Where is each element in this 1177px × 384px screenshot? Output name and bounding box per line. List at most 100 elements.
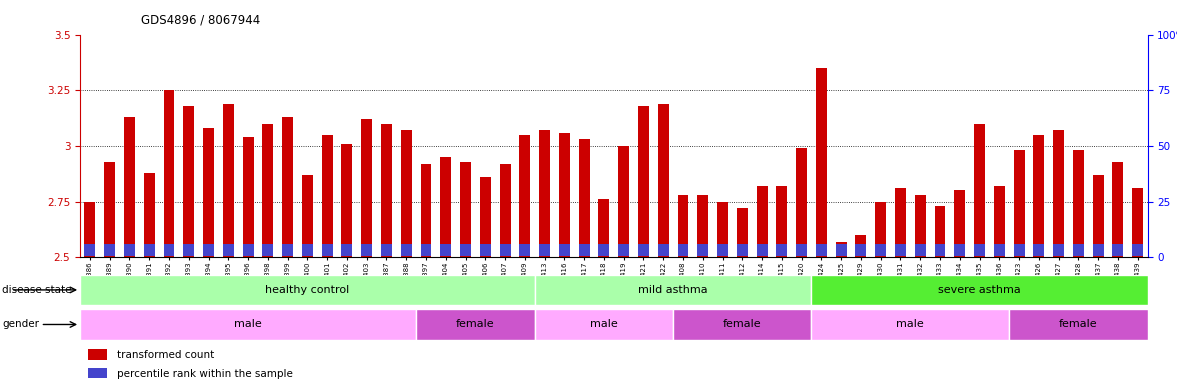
Bar <box>321 244 333 256</box>
Bar <box>88 349 107 360</box>
Bar <box>816 68 826 257</box>
Bar <box>598 199 610 257</box>
Bar <box>381 244 392 256</box>
Bar <box>717 244 727 256</box>
Bar <box>618 244 630 256</box>
Bar <box>1073 244 1084 256</box>
Bar <box>1053 130 1064 257</box>
Bar <box>658 104 669 257</box>
Bar <box>737 208 747 257</box>
Text: gender: gender <box>2 319 39 329</box>
Bar <box>895 188 906 257</box>
Bar <box>480 244 491 256</box>
Bar <box>1132 188 1143 257</box>
Bar <box>1013 244 1024 256</box>
Bar <box>519 244 531 256</box>
Bar <box>204 244 214 256</box>
Bar <box>811 275 1148 305</box>
Bar <box>876 202 886 257</box>
Bar <box>302 244 313 256</box>
Bar <box>816 244 826 256</box>
Bar <box>1033 135 1044 257</box>
Bar <box>559 244 570 256</box>
Bar <box>579 244 590 256</box>
Text: male: male <box>234 319 262 329</box>
Text: healthy control: healthy control <box>265 285 350 295</box>
Bar <box>856 235 866 257</box>
Bar <box>697 244 709 256</box>
Bar <box>440 157 451 257</box>
Bar <box>975 124 985 257</box>
Bar <box>796 244 807 256</box>
Text: GDS4896 / 8067944: GDS4896 / 8067944 <box>141 13 260 26</box>
Bar <box>144 173 154 257</box>
Text: percentile rank within the sample: percentile rank within the sample <box>118 369 293 379</box>
Bar <box>895 244 906 256</box>
Bar <box>1073 151 1084 257</box>
Bar <box>262 244 273 256</box>
Bar <box>975 244 985 256</box>
Bar <box>618 146 630 257</box>
Bar <box>638 244 649 256</box>
Bar <box>673 309 811 340</box>
Bar <box>836 244 846 256</box>
Bar <box>717 202 727 257</box>
Bar <box>420 244 432 256</box>
Bar <box>836 242 846 257</box>
Bar <box>440 244 451 256</box>
Bar <box>222 244 234 256</box>
Bar <box>993 186 1005 257</box>
Bar <box>164 244 174 256</box>
Bar <box>401 244 412 256</box>
Bar <box>282 117 293 257</box>
Bar <box>1092 244 1104 256</box>
Bar <box>417 309 534 340</box>
Bar <box>341 144 352 257</box>
Bar <box>1132 244 1143 256</box>
Bar <box>1112 162 1123 257</box>
Bar <box>519 135 531 257</box>
Bar <box>796 148 807 257</box>
Bar <box>1013 151 1024 257</box>
Bar <box>420 164 432 257</box>
Bar <box>105 244 115 256</box>
Bar <box>500 164 511 257</box>
Bar <box>737 244 747 256</box>
Bar <box>559 132 570 257</box>
Bar <box>144 244 154 256</box>
Bar <box>460 162 471 257</box>
Bar <box>638 106 649 257</box>
Bar <box>534 275 811 305</box>
Bar <box>579 139 590 257</box>
Bar <box>915 244 925 256</box>
Bar <box>242 244 253 256</box>
Bar <box>105 162 115 257</box>
Bar <box>856 244 866 256</box>
Bar <box>534 309 673 340</box>
Bar <box>124 244 135 256</box>
Bar <box>658 244 669 256</box>
Bar <box>480 177 491 257</box>
Bar <box>915 195 925 257</box>
Bar <box>757 186 767 257</box>
Bar <box>811 309 1009 340</box>
Bar <box>598 244 610 256</box>
Bar <box>204 128 214 257</box>
Bar <box>282 244 293 256</box>
Bar <box>993 244 1005 256</box>
Bar <box>88 368 107 379</box>
Bar <box>777 186 787 257</box>
Text: male: male <box>590 319 618 329</box>
Bar <box>341 244 352 256</box>
Bar <box>1112 244 1123 256</box>
Bar <box>361 119 372 257</box>
Bar <box>678 244 689 256</box>
Bar <box>164 90 174 257</box>
Text: female: female <box>457 319 494 329</box>
Bar <box>401 130 412 257</box>
Bar <box>361 244 372 256</box>
Bar <box>935 244 945 256</box>
Bar <box>697 195 709 257</box>
Bar <box>222 104 234 257</box>
Bar <box>242 137 253 257</box>
